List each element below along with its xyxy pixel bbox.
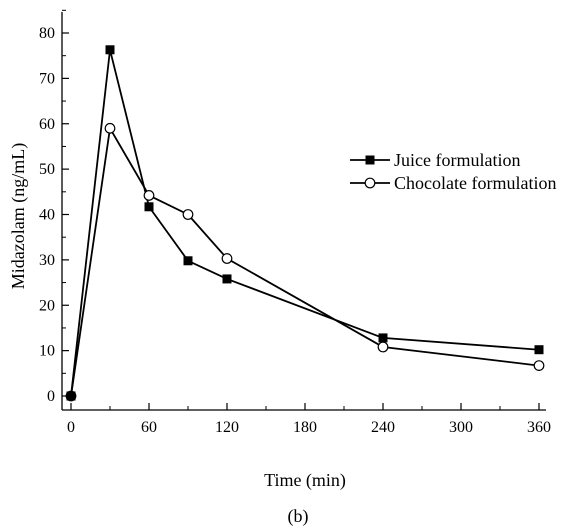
y-tick-label: 70 [39, 70, 55, 87]
chocolate-formulation-point [533, 360, 545, 371]
legend-juice-formulation-label: Juice formulation [394, 150, 520, 170]
y-tick-label: 80 [39, 25, 55, 42]
legend-chocolate-formulation-label: Chocolate formulation [394, 173, 556, 193]
x-axis-title: Time (min) [264, 470, 346, 491]
chocolate-formulation-point [377, 341, 389, 353]
juice-formulation-point [378, 333, 388, 343]
juice-formulation-point [105, 45, 115, 55]
y-tick-label: 60 [39, 116, 55, 133]
juice-formulation-point [183, 256, 193, 266]
juice-formulation-point [66, 391, 76, 401]
figure-caption: (b) [288, 506, 309, 527]
chocolate-formulation-point [182, 209, 194, 220]
juice-formulation-point [144, 202, 154, 212]
juice-formulation-point [222, 274, 232, 284]
axes: 0 10 20 30 40 50 60 70 80 0 60 120 180 240 300 360 [39, 9, 551, 436]
y-tick-label: 10 [39, 343, 55, 360]
x-tick-label: 300 [449, 419, 473, 436]
series-lines [70, 49, 540, 397]
x-tick-label: 240 [371, 419, 395, 436]
y-tick-label: 0 [47, 388, 55, 405]
x-tick-label: 60 [141, 419, 157, 436]
juice-formulation-point [534, 345, 544, 355]
x-tick-label: 180 [293, 419, 317, 436]
legend: Juice formulation Chocolate formulation [350, 150, 556, 193]
x-tick-label: 120 [215, 419, 239, 436]
chocolate-formulation-point [221, 253, 233, 264]
y-tick-label: 30 [39, 252, 55, 269]
y-tick-label: 20 [39, 297, 55, 314]
y-tick-label: 40 [39, 207, 55, 224]
chocolate-formulation-point [143, 190, 155, 201]
chocolate-formulation-point [104, 122, 116, 134]
legend-juice-formulation-marker [365, 155, 375, 165]
x-tick-label: 360 [527, 419, 551, 436]
series-markers [65, 45, 545, 402]
x-tick-label: 0 [67, 419, 75, 436]
y-axis-title: Midazolam (ng/mL) [8, 143, 29, 289]
legend-chocolate-formulation-marker [364, 177, 376, 189]
juice-formulation-line [70, 49, 540, 397]
y-tick-label: 50 [39, 161, 55, 178]
